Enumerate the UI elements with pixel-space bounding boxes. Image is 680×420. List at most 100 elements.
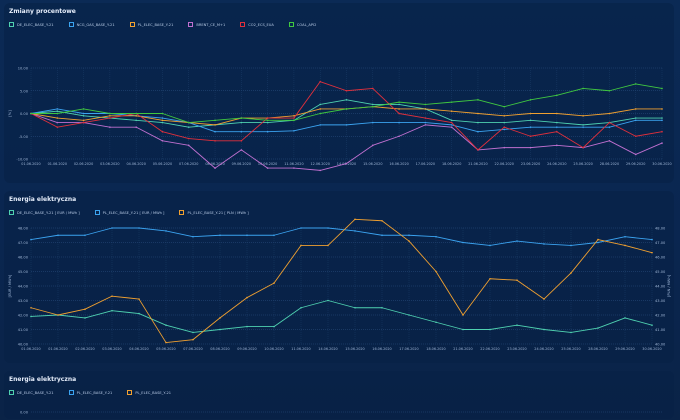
data-point [582,124,584,126]
legend-label: PL_ELEC_BASE_Y-21 [137,22,174,27]
data-point [543,328,545,331]
legend-item[interactable]: PL_ELEC_BASE_Y-21 [127,390,171,395]
data-point [319,112,322,115]
legend-swatch [68,390,74,395]
data-point [634,119,637,122]
data-point [608,140,611,142]
legend-item[interactable]: NCG_GAS_BASE_Y-21 [68,22,115,27]
data-point [477,130,479,133]
data-point [477,121,479,124]
series-line [30,218,653,344]
legend-item[interactable]: PL_ELEC_BASE_Y-21 [ EUR / MWh ] [94,210,165,215]
legend-item[interactable]: PL_ELEC_BASE_Y-21 [129,22,174,27]
data-point [109,126,111,128]
x-tick-label: 15.06.2020 [345,347,364,351]
data-point [543,298,545,300]
legend-label: BRENT_CE_M+1 [196,22,226,27]
data-point [246,325,248,328]
data-point [109,112,111,115]
data-point [661,117,663,119]
data-point [570,331,572,334]
x-tick-label: 23.06.2020 [521,162,540,166]
data-point [82,121,85,124]
data-point [319,103,322,106]
data-point [477,112,479,115]
data-point [450,119,453,122]
data-point [240,130,243,133]
data-point [529,126,532,128]
x-tick-label: 03.06.2020 [100,162,119,166]
legend-item[interactable]: DE_ELEC_BASE_Y-21 [9,22,54,27]
data-point [503,105,506,108]
electricity-line-chart-partial[interactable]: 0.00 [4,371,674,419]
legend-label: DE_ELEC_BASE_Y-21 [17,22,54,27]
data-point [516,240,518,242]
data-point [661,108,663,110]
y-axis-label: [EUR / MWh] [8,274,12,297]
y-tick-label: 42.00 [18,314,29,318]
data-point [529,146,532,149]
data-point [424,103,427,106]
data-point [187,144,190,147]
data-point [634,117,637,119]
legend-item[interactable]: PL_ELEC_BASE_Y-21 [ PLN / MWh ] [179,210,249,215]
data-point [582,114,584,117]
x-tick-label: 07.06.2020 [183,347,202,351]
legend-swatch [9,22,14,27]
y-axis-label: [%] [8,110,12,117]
legend-item[interactable]: COAL_API2 [288,22,316,27]
legend-label: CO2_ECS_EUA [248,22,274,27]
data-point [161,117,164,119]
data-point [345,162,348,165]
x-tick-label: 25.06.2020 [573,162,592,166]
legend-label: PL_ELEC_BASE_Y-21 [76,390,113,395]
data-point [556,94,558,97]
x-tick-label: 01.06.2020 [21,162,40,166]
data-point [219,317,221,319]
data-point [300,244,302,247]
data-point [529,135,532,138]
legend-item[interactable]: DE_ELEC_BASE_Y-21 [ EUR / MWh ] [9,210,80,215]
data-point [138,298,140,300]
data-point [266,119,269,122]
data-point [165,324,167,326]
data-point [293,117,295,119]
data-point [503,128,506,131]
data-point [300,306,302,309]
data-point [634,135,637,138]
data-point [556,112,558,115]
legend-label: PL_ELEC_BASE_Y-21 [ EUR / MWh ] [102,210,165,215]
data-point [246,296,248,299]
data-point [556,130,558,133]
legend-item[interactable]: DE_ELEC_BASE_Y-21 [9,390,54,395]
data-point [582,146,584,149]
y2-tick-label: 46.00 [655,256,666,260]
data-point [319,124,322,126]
data-point [192,331,194,334]
data-point [634,83,637,85]
x-tick-label: 30.06.2020 [642,347,661,351]
data-point [608,126,611,128]
legend-item[interactable]: BRENT_CE_M+1 [188,22,225,27]
legend-swatch [127,390,133,395]
data-point [293,167,295,169]
x-tick-label: 28.06.2020 [600,162,619,166]
data-point [371,121,374,124]
legend-item[interactable]: PL_ELEC_BASE_Y-21 [68,390,113,395]
electricity-price-line-chart[interactable]: 48.00 48.00 47.00 47.00 46.00 46.00 45.00 45.00… [4,191,674,363]
data-point [608,121,611,124]
data-point [327,244,329,247]
data-point [529,119,532,122]
chart-panel-electricity: Energia elektryczna DE_ELEC_BASE_Y-21 [ … [4,191,674,363]
data-point [293,129,295,132]
series-line [30,227,653,246]
data-point [246,234,248,237]
data-point [82,108,85,110]
x-tick-label: 29.06.2020 [626,162,645,166]
legend-item[interactable]: CO2_ECS_EUA [240,22,274,27]
legend-swatch [179,210,185,215]
data-point [56,108,59,110]
y-tick-label: 45.00 [18,270,29,274]
y2-tick-label: 48.00 [655,227,666,231]
